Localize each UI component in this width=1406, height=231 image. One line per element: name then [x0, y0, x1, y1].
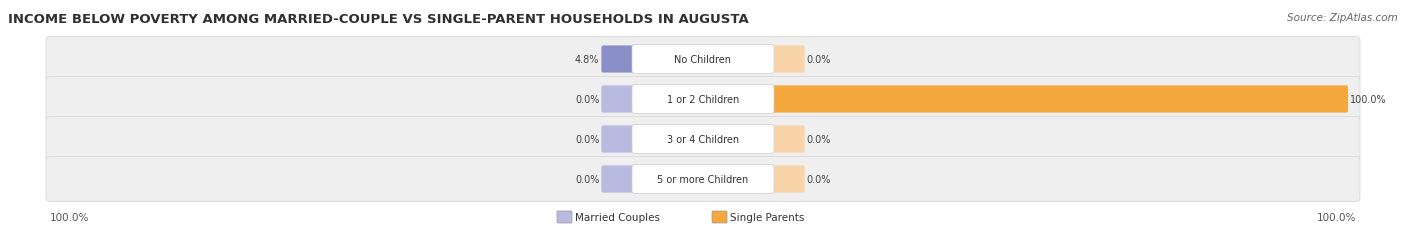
- Text: No Children: No Children: [675, 55, 731, 65]
- Text: 1 or 2 Children: 1 or 2 Children: [666, 94, 740, 105]
- FancyBboxPatch shape: [633, 165, 773, 194]
- Text: 100.0%: 100.0%: [1316, 212, 1355, 222]
- Text: INCOME BELOW POVERTY AMONG MARRIED-COUPLE VS SINGLE-PARENT HOUSEHOLDS IN AUGUSTA: INCOME BELOW POVERTY AMONG MARRIED-COUPL…: [8, 13, 749, 26]
- FancyBboxPatch shape: [46, 77, 1360, 122]
- FancyBboxPatch shape: [46, 157, 1360, 202]
- FancyBboxPatch shape: [633, 45, 773, 74]
- FancyBboxPatch shape: [46, 117, 1360, 162]
- Text: 0.0%: 0.0%: [807, 174, 831, 184]
- FancyBboxPatch shape: [769, 86, 1348, 113]
- Text: 100.0%: 100.0%: [1350, 94, 1386, 105]
- Text: Married Couples: Married Couples: [575, 212, 659, 222]
- Text: 4.8%: 4.8%: [575, 55, 599, 65]
- FancyBboxPatch shape: [633, 125, 773, 154]
- FancyBboxPatch shape: [602, 166, 637, 193]
- FancyBboxPatch shape: [602, 126, 637, 153]
- FancyBboxPatch shape: [602, 46, 637, 73]
- Text: 0.0%: 0.0%: [807, 55, 831, 65]
- FancyBboxPatch shape: [711, 211, 727, 223]
- Text: 100.0%: 100.0%: [51, 212, 90, 222]
- FancyBboxPatch shape: [769, 126, 804, 153]
- FancyBboxPatch shape: [46, 37, 1360, 82]
- Text: 0.0%: 0.0%: [575, 174, 599, 184]
- Text: 0.0%: 0.0%: [575, 134, 599, 144]
- Text: Single Parents: Single Parents: [730, 212, 804, 222]
- Text: 5 or more Children: 5 or more Children: [658, 174, 748, 184]
- FancyBboxPatch shape: [769, 166, 804, 193]
- FancyBboxPatch shape: [633, 85, 773, 114]
- FancyBboxPatch shape: [602, 86, 637, 113]
- Text: Source: ZipAtlas.com: Source: ZipAtlas.com: [1288, 13, 1398, 23]
- FancyBboxPatch shape: [769, 46, 804, 73]
- Text: 0.0%: 0.0%: [807, 134, 831, 144]
- Text: 3 or 4 Children: 3 or 4 Children: [666, 134, 740, 144]
- FancyBboxPatch shape: [557, 211, 572, 223]
- Text: 0.0%: 0.0%: [575, 94, 599, 105]
